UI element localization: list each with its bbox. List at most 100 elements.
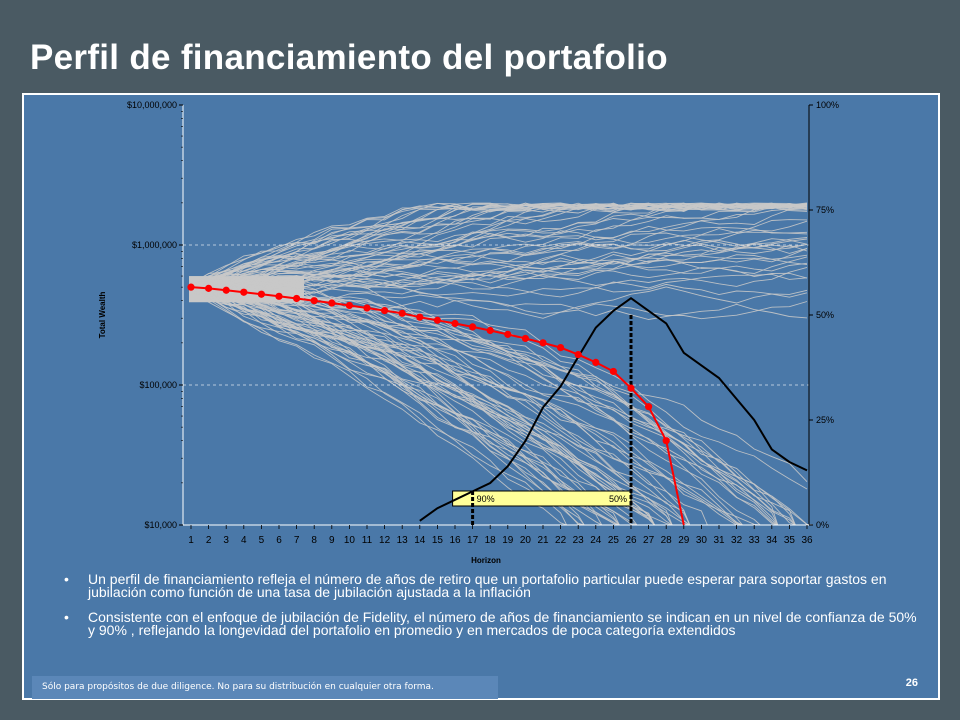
simulation-path — [190, 287, 585, 526]
x-axis-title: Horizon — [471, 556, 501, 565]
x-tick-label: 21 — [537, 535, 549, 546]
simulation-path — [190, 289, 656, 526]
simulation-path — [190, 283, 620, 526]
y2-tick-label: 25% — [816, 415, 834, 425]
funding-profile-chart: $10,000$100,000$1,000,000$10,000,0000%25… — [98, 100, 839, 565]
median-point — [574, 350, 582, 359]
bullet-text: Consistente con el enfoque de jubilación… — [88, 609, 917, 638]
simulation-path — [190, 289, 568, 526]
bullet-item: • Consistente con el enfoque de jubilaci… — [64, 609, 924, 638]
simulation-path — [190, 265, 808, 296]
simulation-path — [190, 285, 814, 526]
median-point — [662, 437, 670, 445]
simulation-path — [190, 231, 808, 295]
simulation-path — [190, 285, 761, 526]
simulation-path — [190, 277, 808, 298]
simulation-path — [190, 289, 779, 526]
median-point — [240, 288, 248, 296]
bullet-dot: • — [64, 609, 69, 625]
confidence-markers: 90% 50% — [452, 315, 633, 525]
x-tick-label: 23 — [573, 535, 585, 546]
simulation-path — [190, 278, 814, 526]
x-tick-label: 18 — [485, 535, 497, 546]
x-tick-label: 25 — [608, 535, 620, 546]
median-point — [275, 292, 283, 300]
y2-tick-label: 50% — [816, 310, 834, 320]
simulation-path — [190, 288, 796, 526]
simulation-path — [190, 285, 743, 526]
footer-bar: Sólo para propósitos de due diligence. N… — [32, 676, 498, 699]
x-tick-label: 5 — [259, 535, 265, 546]
x-tick-label: 11 — [362, 535, 373, 546]
x-tick-label: 28 — [661, 535, 673, 546]
simulation-path — [190, 202, 808, 291]
x-tick-label: 3 — [223, 535, 229, 546]
x-tick-label: 31 — [713, 535, 725, 546]
simulation-path — [190, 202, 808, 285]
x-tick-label: 24 — [590, 535, 602, 546]
x-tick-label: 34 — [766, 535, 778, 546]
simulation-path — [190, 289, 673, 526]
bullet-list: • Un perfil de financiamiento refleja el… — [64, 571, 924, 649]
x-tick-label: 36 — [801, 535, 813, 546]
simulation-path — [190, 282, 779, 526]
median-point — [609, 367, 618, 376]
median-point — [469, 323, 477, 331]
simulation-path — [190, 202, 808, 289]
footer-disclaimer: Sólo para propósitos de due diligence. N… — [42, 682, 434, 692]
simulation-path — [190, 203, 808, 290]
x-tick-label: 6 — [276, 535, 282, 546]
x-tick-label: 17 — [467, 535, 479, 546]
x-tick-label: 13 — [397, 535, 409, 546]
simulation-path — [190, 285, 585, 526]
median-point — [451, 319, 459, 328]
simulation-path — [190, 284, 673, 526]
median-point — [416, 313, 424, 321]
simulation-path — [190, 219, 808, 284]
grid — [183, 244, 809, 386]
bullet-dot: • — [64, 571, 69, 587]
median-point — [328, 299, 336, 307]
median-point — [363, 304, 371, 312]
confidence-label: 50% — [609, 494, 627, 504]
simulation-path — [190, 273, 808, 297]
simulation-path — [190, 285, 691, 526]
median-point — [645, 403, 653, 411]
simulation-path — [190, 282, 690, 526]
percent-line — [419, 296, 808, 522]
x-tick-label: 27 — [643, 535, 655, 546]
x-tick-label: 4 — [241, 535, 247, 546]
median-point — [257, 290, 265, 298]
median-point — [381, 306, 389, 315]
simulation-path — [190, 262, 808, 290]
x-tick-label: 32 — [731, 535, 743, 546]
median-point — [539, 339, 547, 347]
simulation-path — [190, 284, 620, 526]
x-tick-label: 7 — [294, 535, 300, 546]
bullet-item: • Un perfil de financiamiento refleja el… — [64, 571, 924, 598]
simulation-path — [190, 237, 808, 292]
simulation-path — [190, 283, 620, 526]
y2-tick-label: 0% — [816, 520, 829, 530]
median-point — [504, 330, 512, 338]
x-tick-label: 29 — [678, 535, 690, 546]
simulation-path — [190, 285, 638, 526]
median-point — [592, 358, 600, 367]
confidence-label: 90% — [477, 494, 495, 504]
simulation-path — [190, 239, 808, 290]
simulation-path — [190, 286, 796, 526]
median-point — [222, 286, 230, 294]
simulation-path — [190, 282, 691, 526]
x-tick-label: 9 — [329, 535, 335, 546]
x-tick-label: 10 — [344, 535, 356, 546]
x-tick-label: 22 — [555, 535, 567, 546]
y2-tick-label: 100% — [816, 100, 839, 110]
x-tick-label: 35 — [784, 535, 796, 546]
median-point — [557, 343, 565, 352]
y-axis-title: Total Wealth — [98, 291, 107, 338]
median-point — [398, 309, 406, 317]
median-point — [205, 284, 213, 292]
x-tick-label: 2 — [206, 535, 212, 546]
simulation-path — [190, 280, 808, 490]
x-tick-label: 26 — [625, 535, 637, 546]
